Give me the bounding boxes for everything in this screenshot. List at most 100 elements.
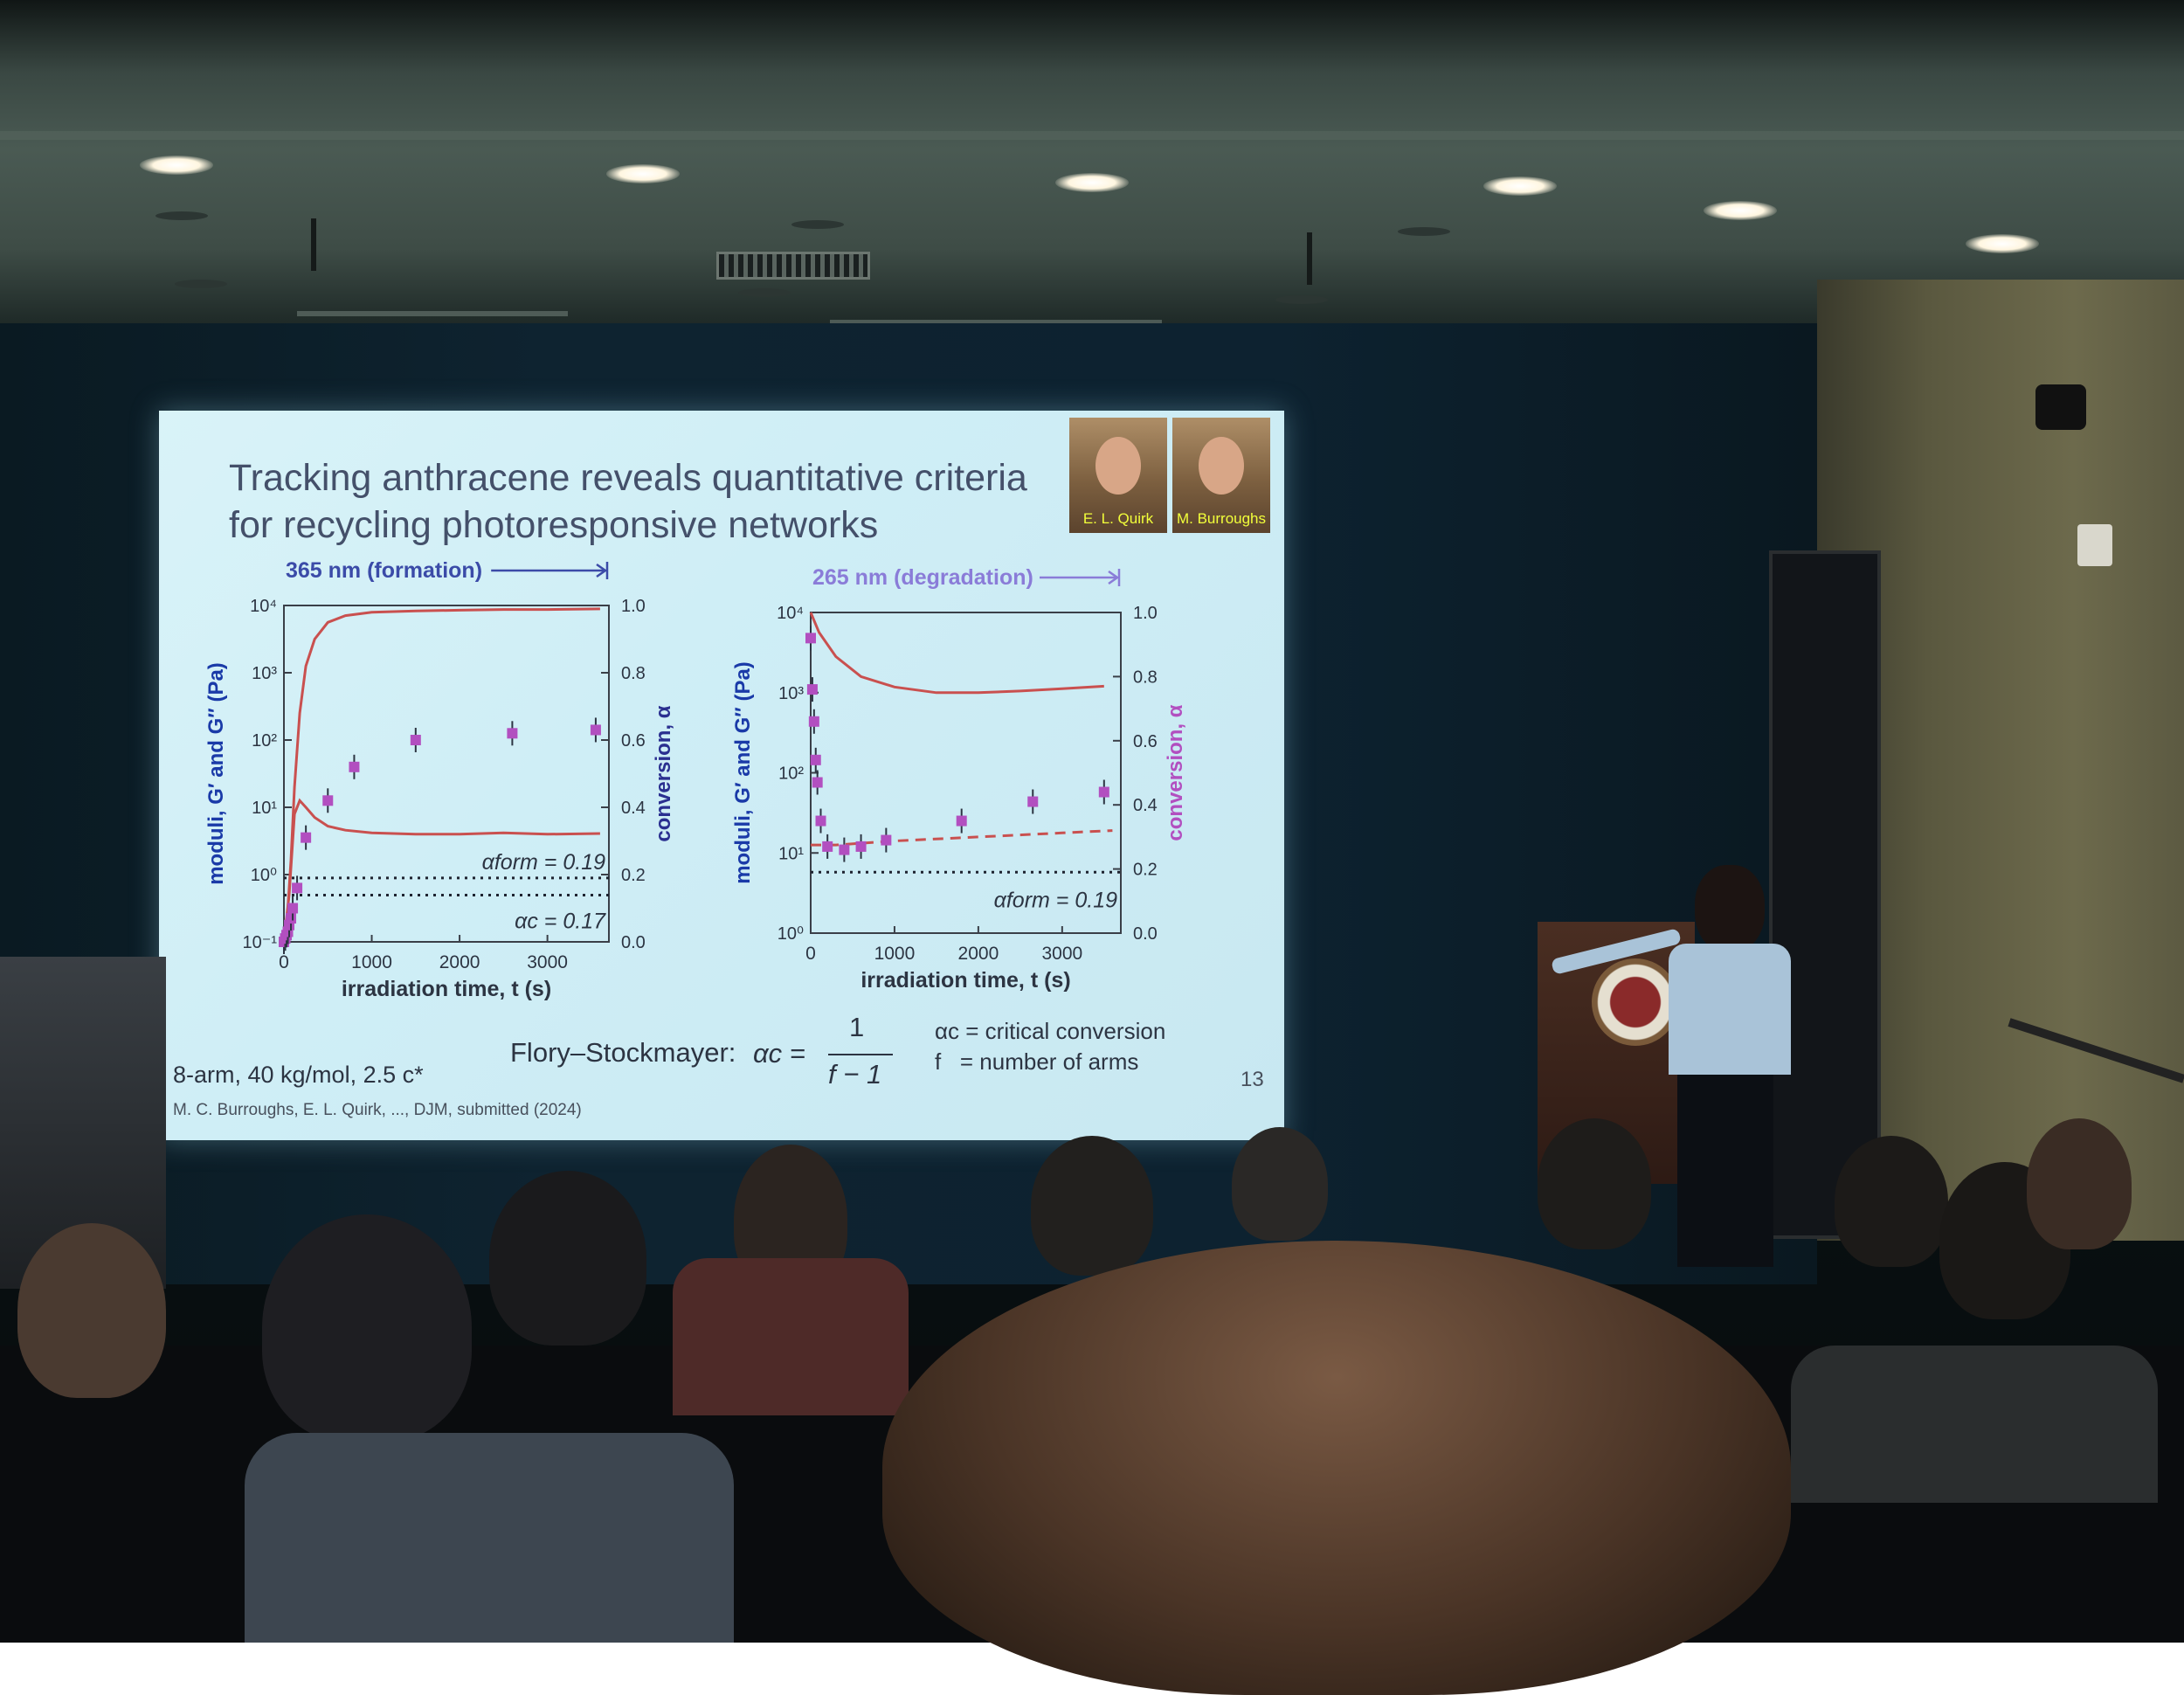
hanging-microphone [1307,232,1312,285]
presenter-hair [1695,865,1765,952]
author-photo-burroughs: M. Burroughs [1172,418,1270,533]
security-camera [2035,384,2086,430]
audience-shoulders [1791,1346,2158,1503]
ceiling-edge [0,131,2184,140]
conversion-point [815,815,826,827]
chart-header: 265 nm (degradation) [812,565,1033,590]
ceiling-vent [175,280,227,288]
x-tick-label: 3000 [1041,944,1082,964]
ceiling-vent [1398,227,1450,236]
equation-lhs: αc = [753,1038,805,1069]
conversion-point [287,903,299,914]
y2-axis-label: conversion, α [1164,704,1187,841]
ceiling-track [830,320,1162,325]
conversion-point [808,716,819,727]
conversion-point [810,754,821,765]
y2-tick-label: 0.2 [621,866,646,885]
flory-equation: αc = 1 f − 1 [753,1012,893,1104]
conversion-point [822,841,833,852]
ceiling-light [1966,234,2039,253]
y-axis-label: moduli, G′ and G″ (Pa) [204,662,228,885]
author-photo-quirk: E. L. Quirk [1069,418,1167,533]
citation: M. C. Burroughs, E. L. Quirk, ..., DJM, … [173,1101,582,1119]
y-tick-label: 10³ [252,664,277,683]
x-tick-label: 1000 [874,944,916,964]
conversion-point [1098,786,1109,798]
slide-number: 13 [1241,1068,1264,1091]
ceiling-vent [738,288,791,297]
conversion-point [855,841,867,852]
plot-frame [283,605,610,943]
loss-modulus-curve [282,798,600,943]
x-tick-label: 2000 [958,944,999,964]
storage-modulus-curve [282,607,600,943]
x-tick-label: 2000 [439,952,480,972]
audience-head [262,1214,472,1442]
conversion-point [956,815,967,827]
conversion-point [1027,796,1039,807]
y2-tick-label: 0.4 [1133,796,1158,815]
x-tick-label: 1000 [351,952,392,972]
x-tick-label: 3000 [527,952,568,972]
conversion-point [410,735,421,745]
side-door [1769,550,1881,1239]
ceiling-light [1704,201,1777,220]
portrait-face [1095,437,1141,495]
fraction-bar [828,1054,893,1055]
equation-numerator: 1 [849,1012,865,1042]
y2-tick-label: 0.8 [621,664,646,683]
ceiling [0,0,2184,332]
equation-denominator: f − 1 [828,1059,882,1090]
audience-head [2027,1118,2132,1249]
conversion-point [881,834,892,846]
photo-caption: M. Burroughs [1176,510,1267,527]
photo-caption: E. L. Quirk [1082,510,1154,527]
presenter [1551,865,1826,1267]
university-seal [1592,958,1679,1046]
ceiling-track [297,311,568,316]
header-arrow-head [596,563,608,578]
conversion-point [349,761,360,772]
slide-title-line2: for recycling photoresponsive networks [229,504,879,546]
audience-shoulders [245,1433,734,1643]
y2-tick-label: 0.6 [621,731,646,751]
conversion-point [805,633,816,644]
plot-frame [810,612,1122,934]
y-tick-label: 10² [778,764,804,784]
legend-number-of-arms: f = number of arms [935,1048,1139,1075]
y-tick-label: 10⁴ [250,597,277,616]
conversion-point [292,882,303,894]
x-axis-label: irradiation time, t (s) [342,977,551,1001]
air-grille [716,252,870,280]
audience-head [17,1223,166,1398]
audience-head [1835,1136,1948,1267]
conversion-point [322,795,334,806]
ceiling-vent [791,220,844,229]
conversion-point [806,684,818,695]
x-tick-label: 0 [279,952,289,972]
flory-stockmayer-label: Flory–Stockmayer: [510,1037,736,1068]
y2-tick-label: 0.4 [621,799,646,818]
hanging-microphone [311,218,316,271]
slide-charts: 365 nm (formation) 0 1000 2000 3000 irradiati… [204,558,1187,1001]
ceiling-vent [1275,295,1328,304]
y-tick-label: 10⁻¹ [243,933,278,952]
ceiling-light [140,156,213,175]
y2-tick-label: 1.0 [621,597,646,616]
x-axis-label: irradiation time, t (s) [860,968,1070,993]
presenter-jacket [1669,944,1791,1075]
y2-tick-label: 0.6 [1133,732,1158,751]
projected-slide: Tracking anthracene reveals quantitative… [159,411,1284,1140]
threshold-annotation: αc = 0.17 [515,910,606,934]
fire-alarm [2077,524,2112,566]
foreground-head [882,1241,1791,1695]
ceiling-vent [156,211,208,220]
header-arrow-head [1108,570,1120,585]
audience-head [1538,1118,1651,1249]
threshold-annotation: αform = 0.19 [994,888,1118,912]
conversion-point [590,724,601,736]
y2-tick-label: 1.0 [1133,604,1158,623]
presenter-pants [1677,1075,1773,1267]
x-tick-label: 0 [805,944,816,964]
audience-head [1232,1127,1328,1241]
